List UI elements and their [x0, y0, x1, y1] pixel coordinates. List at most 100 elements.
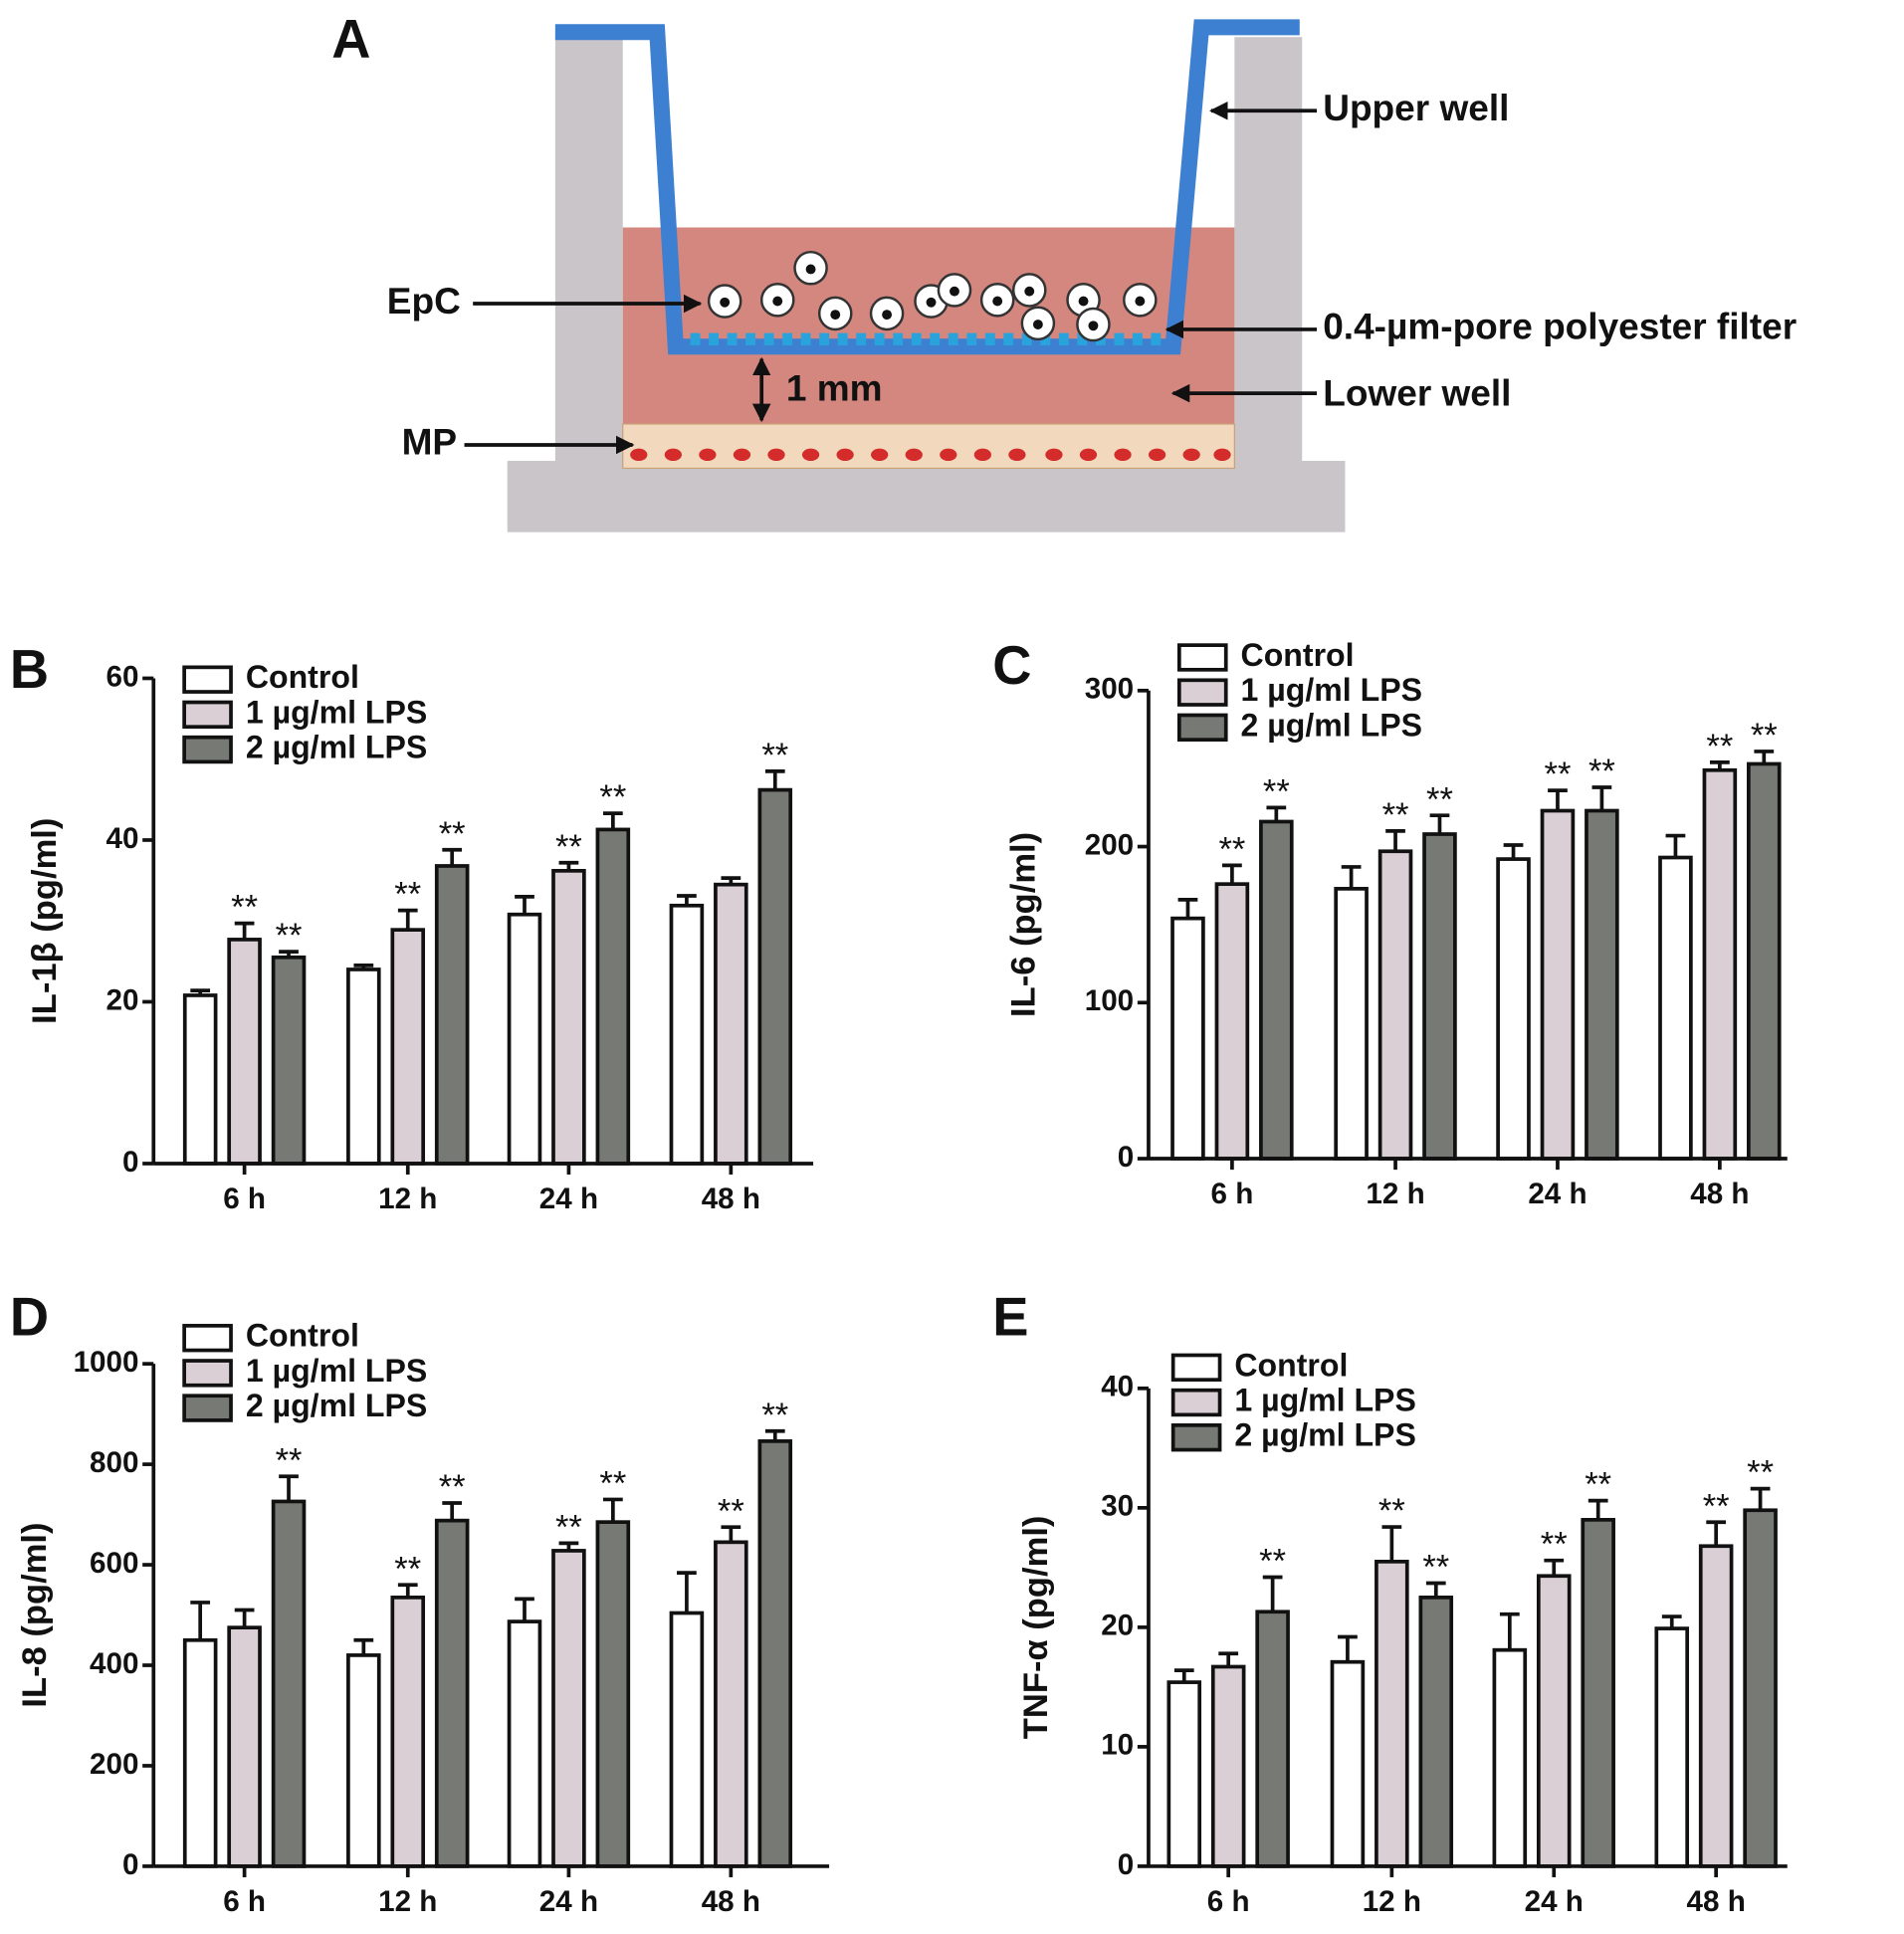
- x-tick-label: 12 h: [1366, 1178, 1424, 1210]
- x-tick-label: 48 h: [702, 1182, 760, 1215]
- significance: **: [439, 1468, 466, 1506]
- bar: [1581, 1518, 1615, 1868]
- bar: [390, 928, 426, 1166]
- significance: **: [1703, 1487, 1730, 1525]
- significance: **: [231, 889, 258, 927]
- significance: **: [439, 815, 466, 853]
- legend-label: Control: [1241, 637, 1355, 673]
- label: 1 mm: [786, 366, 883, 408]
- legend-swatch: [182, 735, 233, 764]
- y-tick-label: 200: [1085, 828, 1134, 861]
- significance: **: [394, 876, 421, 914]
- bar: [434, 864, 470, 1166]
- significance: **: [761, 737, 788, 774]
- bar: [669, 903, 705, 1166]
- significance: **: [1426, 780, 1453, 818]
- bar: [1170, 916, 1205, 1161]
- base: [507, 461, 1346, 533]
- significance: **: [1747, 1454, 1774, 1492]
- significance: **: [1585, 1466, 1611, 1504]
- bar: [757, 787, 793, 1166]
- label: Upper well: [1323, 87, 1509, 128]
- significance: **: [1422, 1549, 1449, 1587]
- significance: **: [276, 1441, 303, 1479]
- significance: **: [1545, 755, 1572, 793]
- bar: [507, 912, 542, 1166]
- left-wall: [554, 37, 623, 462]
- significance: **: [761, 1397, 788, 1434]
- bar: [390, 1596, 426, 1868]
- bar: [434, 1518, 470, 1868]
- bar: [1743, 1508, 1778, 1868]
- bar: [227, 938, 262, 1166]
- legend-label: Control: [1234, 1347, 1348, 1383]
- y-tick-label: 0: [122, 1848, 138, 1881]
- y-tick-label: 800: [90, 1446, 138, 1479]
- legend-label: 1 µg/ml LPS: [246, 694, 427, 730]
- legend-label: 1 µg/ml LPS: [1234, 1382, 1415, 1417]
- x-tick-label: 6 h: [1211, 1178, 1254, 1210]
- significance: **: [1588, 752, 1615, 790]
- significance: **: [555, 828, 582, 866]
- bar: [1255, 1610, 1290, 1868]
- panel-label: A: [331, 9, 370, 70]
- y-axis-label: TNF-α (pg/ml): [1017, 1516, 1055, 1740]
- x-tick-label: 12 h: [1363, 1885, 1421, 1918]
- bar: [1418, 1596, 1454, 1868]
- bar: [551, 1549, 586, 1868]
- y-tick-label: 40: [1101, 1371, 1134, 1403]
- x-tick-label: 48 h: [702, 1885, 760, 1918]
- y-tick-label: 1000: [74, 1346, 139, 1379]
- bar: [271, 1499, 307, 1868]
- significance: **: [1378, 1492, 1405, 1530]
- y-tick-label: 400: [90, 1647, 138, 1680]
- y-tick-label: 0: [1118, 1848, 1134, 1881]
- legend-swatch: [182, 1359, 233, 1388]
- bar: [346, 1653, 381, 1868]
- legend-label: 2 µg/ml LPS: [246, 730, 427, 765]
- bar: [1259, 819, 1294, 1161]
- label: EpC: [387, 280, 461, 322]
- y-tick-label: 100: [1085, 984, 1134, 1017]
- panel-label: B: [10, 639, 49, 700]
- y-axis-label: IL-6 (pg/ml): [1005, 832, 1043, 1017]
- label: Lower well: [1323, 371, 1511, 413]
- significance: **: [394, 1550, 421, 1588]
- legend-swatch: [1170, 1353, 1222, 1383]
- x-tick-label: 6 h: [1207, 1885, 1250, 1918]
- legend-swatch: [182, 1324, 233, 1353]
- bar: [1536, 1574, 1572, 1868]
- upper-insert: [554, 19, 1300, 355]
- legend-label: 2 µg/ml LPS: [1241, 707, 1422, 743]
- bar: [1702, 767, 1738, 1161]
- bar: [757, 1439, 793, 1868]
- bar: [1375, 1560, 1409, 1868]
- y-tick-label: 40: [106, 822, 139, 855]
- significance: **: [718, 1492, 744, 1530]
- chart: E TNF-α (pg/ml) 0 10 20 30 40 Control ** ** ** 1 µg…: [992, 1286, 1788, 1918]
- x-tick-label: 24 h: [1525, 1885, 1584, 1918]
- bar: [227, 1625, 262, 1868]
- significance: **: [599, 778, 626, 816]
- legend-label: 1 µg/ml LPS: [246, 1353, 427, 1389]
- x-tick-label: 12 h: [378, 1182, 437, 1215]
- y-tick-label: 300: [1085, 673, 1134, 706]
- significance: **: [1218, 830, 1245, 868]
- bar: [1214, 882, 1250, 1161]
- significance: **: [1751, 717, 1778, 754]
- bar: [1654, 1626, 1690, 1868]
- x-tick-label: 48 h: [1687, 1885, 1746, 1918]
- panel-label: C: [992, 635, 1031, 696]
- bar: [1330, 1659, 1366, 1868]
- legend-swatch: [182, 1394, 233, 1422]
- chart: C IL-6 (pg/ml) 0 100 200 300 Control ** ** ** ** 1 …: [992, 635, 1788, 1210]
- bar: [714, 882, 748, 1166]
- bar: [1334, 887, 1369, 1161]
- bar: [1210, 1664, 1246, 1868]
- legend-label: 1 µg/ml LPS: [1241, 672, 1422, 708]
- significance: **: [1541, 1526, 1568, 1564]
- y-tick-label: 600: [90, 1547, 138, 1580]
- label: 0.4-µm-pore polyester filter: [1323, 306, 1797, 347]
- bar: [1658, 855, 1693, 1161]
